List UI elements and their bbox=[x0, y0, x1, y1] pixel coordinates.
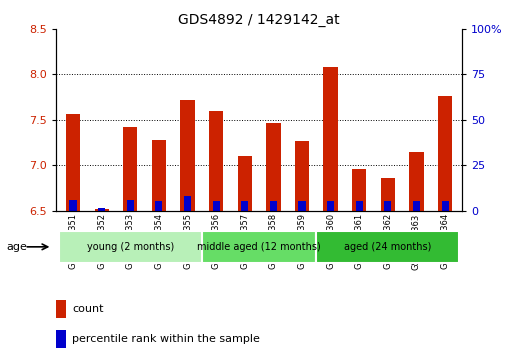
Bar bbox=[380, 178, 395, 211]
Bar bbox=[184, 196, 191, 211]
Bar bbox=[152, 140, 166, 211]
Bar bbox=[238, 156, 252, 211]
Bar bbox=[384, 201, 392, 211]
Bar bbox=[212, 201, 220, 211]
Text: percentile rank within the sample: percentile rank within the sample bbox=[72, 334, 260, 344]
Bar bbox=[126, 200, 134, 211]
Bar bbox=[324, 67, 338, 211]
Bar bbox=[123, 127, 138, 211]
Bar bbox=[270, 201, 277, 211]
Bar bbox=[441, 200, 449, 211]
Text: aged (24 months): aged (24 months) bbox=[344, 242, 432, 252]
Text: count: count bbox=[72, 304, 104, 314]
Title: GDS4892 / 1429142_at: GDS4892 / 1429142_at bbox=[178, 13, 340, 26]
Bar bbox=[438, 96, 452, 211]
FancyBboxPatch shape bbox=[316, 231, 459, 263]
Bar bbox=[409, 151, 424, 211]
Bar bbox=[241, 201, 248, 211]
Bar bbox=[413, 201, 420, 211]
Bar bbox=[352, 169, 366, 211]
FancyBboxPatch shape bbox=[202, 231, 316, 263]
Bar bbox=[56, 330, 66, 348]
Bar bbox=[327, 201, 334, 211]
Text: age: age bbox=[6, 242, 27, 252]
Bar bbox=[356, 201, 363, 211]
Bar bbox=[66, 114, 80, 211]
Bar bbox=[295, 141, 309, 211]
FancyBboxPatch shape bbox=[59, 231, 202, 263]
Bar bbox=[94, 209, 109, 211]
Bar bbox=[298, 201, 306, 211]
Text: young (2 months): young (2 months) bbox=[87, 242, 174, 252]
Bar bbox=[155, 201, 163, 211]
Bar bbox=[56, 299, 66, 318]
Bar bbox=[209, 111, 224, 211]
Bar bbox=[266, 123, 280, 211]
Bar bbox=[98, 208, 105, 211]
Bar bbox=[70, 200, 77, 211]
Bar bbox=[180, 100, 195, 211]
Text: middle aged (12 months): middle aged (12 months) bbox=[197, 242, 321, 252]
